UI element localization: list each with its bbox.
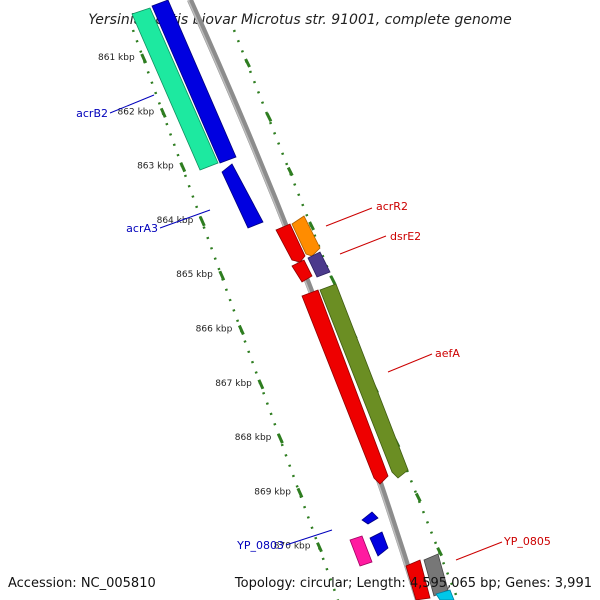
tick-mark-inner — [237, 324, 245, 336]
tick-label: 863 kbp — [137, 162, 174, 172]
gene-YP_0803-blue[interactable] — [369, 531, 389, 557]
label-YP_0803[interactable]: YP_0803 — [236, 539, 284, 552]
tick-label: 865 kbp — [176, 270, 213, 280]
tick-mark-inner — [316, 542, 323, 553]
tick-mark-outer — [244, 58, 251, 68]
gene-acrB2-blue[interactable] — [151, 0, 237, 164]
gene-acrB2[interactable] — [131, 7, 219, 171]
gene-acrA3[interactable] — [221, 163, 264, 229]
gene-small-blue[interactable] — [361, 511, 379, 525]
tick-mark-outer — [436, 547, 443, 557]
summary-text: Topology: circular; Length: 4,595,065 bp… — [234, 576, 592, 591]
tick-label: 868 kbp — [235, 433, 272, 443]
leader-YP_0803 — [285, 529, 333, 546]
tick-mark-inner — [296, 487, 304, 499]
gene-dsrE2[interactable] — [307, 251, 331, 278]
leader-YP_0805 — [455, 541, 503, 561]
label-YP_0805[interactable]: YP_0805 — [503, 535, 551, 548]
leader-acrA3 — [159, 209, 211, 229]
tick-track-inner — [131, 29, 340, 600]
tick-label: 866 kbp — [196, 325, 233, 335]
label-dsrE2[interactable]: dsrE2 — [390, 230, 421, 243]
gene-red-1[interactable] — [275, 223, 306, 263]
tick-label: 861 kbp — [98, 53, 135, 63]
tick-mark-inner — [277, 433, 284, 444]
gene-cyan[interactable] — [435, 589, 455, 600]
tick-mark-inner — [159, 107, 167, 118]
label-acrR2[interactable]: acrR2 — [376, 200, 408, 213]
tick-mark-inner — [218, 270, 226, 281]
tick-label: 867 kbp — [215, 379, 252, 389]
tick-mark-outer — [414, 492, 422, 503]
tick-mark-inner — [179, 161, 187, 173]
label-aefA[interactable]: aefA — [435, 347, 460, 360]
gene-YP_0803[interactable] — [349, 535, 373, 567]
gene-acrR2[interactable] — [291, 215, 321, 257]
tick-marks: 861 kbp 862 kbp 863 kbp 864 kbp 865 kbp 866 k… — [98, 53, 443, 557]
tick-mark-outer — [329, 275, 337, 285]
tick-mark-inner — [257, 379, 265, 390]
tick-mark-outer — [308, 221, 315, 231]
gene-aefA[interactable] — [319, 283, 409, 479]
genome-backbone-highlight — [187, 0, 417, 600]
leader-acrR2 — [325, 207, 373, 227]
label-acrA3[interactable]: acrA3 — [126, 222, 158, 235]
gene-red-3[interactable] — [301, 289, 389, 485]
gene-red-4[interactable] — [405, 559, 431, 600]
tick-mark-inner — [140, 53, 148, 64]
gene-YP_0805[interactable] — [423, 553, 449, 597]
accession-text: Accession: NC_005810 — [8, 576, 156, 591]
tick-label: 864 kbp — [157, 216, 194, 226]
tick-mark-outer — [265, 112, 273, 122]
tick-label: 870 kbp — [274, 542, 311, 552]
label-acrB2[interactable]: acrB2 — [76, 107, 108, 120]
tick-label: 869 kbp — [254, 487, 291, 497]
tick-label: 862 kbp — [118, 107, 155, 117]
leader-aefA — [387, 353, 433, 373]
gene-red-2[interactable] — [291, 259, 313, 283]
tick-mark-outer — [286, 166, 294, 177]
tick-mark-inner — [198, 216, 206, 227]
leader-dsrE2 — [339, 235, 387, 255]
leader-acrB2 — [109, 94, 155, 114]
